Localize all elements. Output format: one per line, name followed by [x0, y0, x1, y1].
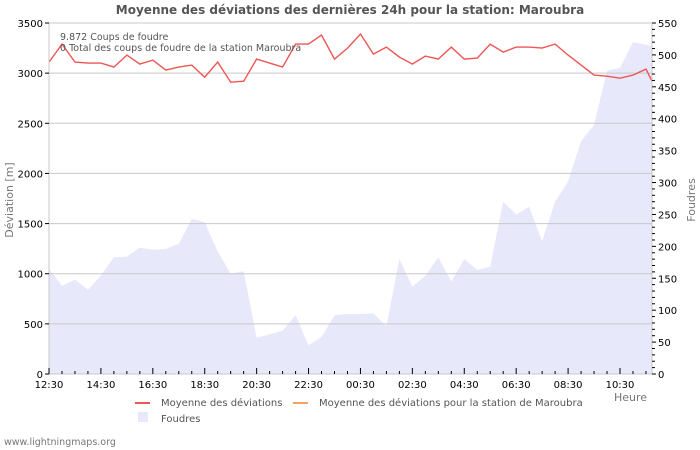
y2-tick-label: 450: [658, 83, 677, 94]
legend-foudres-swatch: [138, 412, 148, 422]
y2-tick-label: 250: [658, 210, 677, 221]
y2-tick-label: 0: [658, 370, 664, 381]
y-tick-label: 2000: [18, 169, 43, 180]
x-tick-label: 12:30: [35, 380, 64, 391]
y2-axis-title: Foudres: [685, 178, 698, 222]
x-tick-label: 04:30: [450, 380, 479, 391]
y-tick-label: 500: [24, 320, 43, 331]
grid-lines-overlay: [49, 22, 652, 325]
footer-credit: www.lightningmaps.org: [4, 437, 116, 448]
chart-title: Moyenne des déviations des dernières 24h…: [115, 3, 585, 17]
y-tick-label: 2500: [18, 119, 43, 130]
x-tick-label: 02:30: [398, 380, 427, 391]
y-tick-label: 1500: [18, 220, 43, 231]
foudres-area: [49, 42, 652, 374]
deviation-line: [48, 32, 653, 83]
legend-deviation-label: Moyenne des déviations: [161, 397, 282, 409]
info-station-total: 0 Total des coups de foudre de la statio…: [60, 43, 301, 54]
x-axis-title: Heure: [614, 391, 647, 404]
x-tick-label: 18:30: [190, 380, 219, 391]
axes: 0 500 1000 1500 2000 2500 3000 3500 0 50 100 150 200…: [18, 19, 678, 391]
y2-tick-label: 150: [658, 274, 677, 285]
x-tick-label: 14:30: [86, 380, 115, 391]
y2-tick-label: 50: [658, 338, 671, 349]
x-tick-label: 06:30: [502, 380, 531, 391]
x-tick-label: 00:30: [346, 380, 375, 391]
y-tick-label: 0: [37, 370, 43, 381]
legend-foudres-label: Foudres: [161, 414, 200, 425]
y-axis-title: Déviation [m]: [3, 162, 16, 237]
x-tick-label: 22:30: [294, 380, 323, 391]
x-tick-label: 16:30: [138, 380, 167, 391]
y2-tick-label: 500: [658, 51, 677, 62]
y2-tick-label: 550: [658, 19, 677, 30]
y2-tick-label: 400: [658, 115, 677, 126]
legend: Moyenne des déviations Moyenne des dévia…: [135, 397, 583, 425]
info-strike-count: 9.872 Coups de foudre: [60, 32, 168, 43]
y-tick-label: 3500: [18, 19, 43, 30]
y2-tick-label: 350: [658, 147, 677, 158]
y2-tick-label: 300: [658, 179, 677, 190]
y-tick-label: 1000: [18, 270, 43, 281]
y2-tick-label: 100: [658, 306, 677, 317]
x-tick-label: 20:30: [242, 380, 271, 391]
x-tick-label: 10:30: [606, 380, 635, 391]
y-tick-label: 3000: [18, 69, 43, 80]
legend-station-label: Moyenne des déviations pour la station d…: [319, 397, 583, 409]
x-tick-label: 08:30: [554, 380, 583, 391]
y2-tick-label: 200: [658, 242, 677, 253]
